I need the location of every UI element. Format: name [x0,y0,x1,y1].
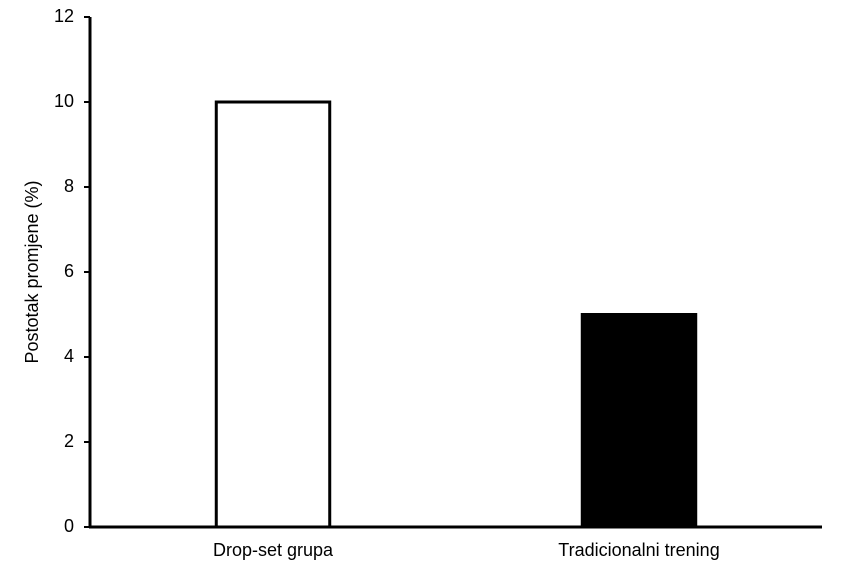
y-tick-label: 10 [54,91,74,111]
y-tick-label: 0 [64,516,74,536]
y-tick-label: 8 [64,176,74,196]
x-tick-label: Tradicionalni trening [558,540,719,560]
x-tick-label: Drop-set grupa [213,540,334,560]
y-tick-label: 4 [64,346,74,366]
y-axis-label: Postotak promjene (%) [22,180,42,363]
y-tick-label: 12 [54,6,74,26]
y-tick-label: 2 [64,431,74,451]
bar [214,100,332,529]
y-tick-label: 6 [64,261,74,281]
bar [580,313,698,529]
